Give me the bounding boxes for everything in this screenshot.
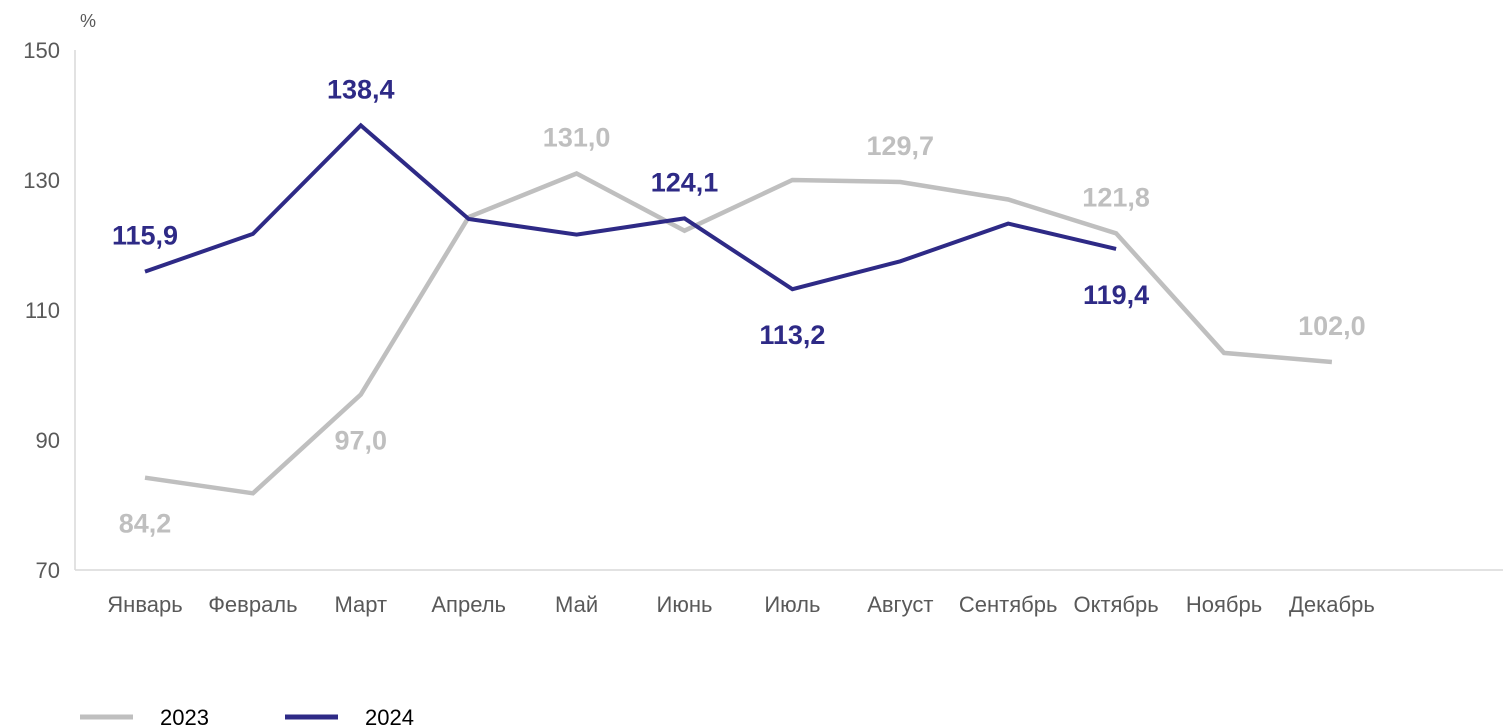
y-tick-label: 150 [23, 38, 60, 63]
data-label: 138,4 [327, 74, 395, 104]
data-label: 84,2 [119, 509, 172, 539]
x-tick-label: Октябрь [1073, 592, 1158, 617]
x-tick-label: Февраль [208, 592, 297, 617]
x-tick-label: Май [555, 592, 598, 617]
x-tick-label: Январь [107, 592, 182, 617]
y-tick-label: 70 [36, 558, 60, 583]
x-tick-label: Ноябрь [1186, 592, 1262, 617]
data-label: 124,1 [651, 167, 719, 197]
data-label: 129,7 [867, 131, 935, 161]
legend-label: 2023 [160, 705, 209, 727]
y-tick-label: 90 [36, 428, 60, 453]
x-tick-label: Декабрь [1289, 592, 1375, 617]
data-label: 121,8 [1082, 182, 1150, 212]
x-tick-label: Июнь [657, 592, 713, 617]
series-line-2023 [144, 171, 1333, 496]
series-lines [144, 122, 1333, 496]
data-label: 131,0 [543, 123, 611, 153]
y-tick-label: 110 [25, 298, 60, 323]
legend-label: 2024 [365, 705, 414, 727]
x-tick-label: Сентябрь [959, 592, 1058, 617]
data-labels: 84,2 97,0 131,0 129,7 121,8 102,0 115,9 138,4 12… [112, 74, 1366, 538]
data-label: 115,9 [112, 221, 178, 251]
series-line-2024 [144, 122, 1117, 292]
x-tick-label: Август [867, 592, 933, 617]
data-label: 102,0 [1298, 311, 1366, 341]
data-label: 119,4 [1083, 280, 1149, 310]
y-tick-labels: 70 90 110 130 150 [23, 38, 60, 583]
x-tick-label: Апрель [431, 592, 506, 617]
legend: 2023 2024 [80, 705, 414, 727]
x-tick-label: Июль [764, 592, 820, 617]
y-tick-label: 130 [23, 168, 60, 193]
x-tick-labels: Январь Февраль Март Апрель Май Июнь Июль Август… [107, 592, 1375, 617]
data-label: 97,0 [335, 426, 388, 456]
y-unit-label: % [80, 11, 96, 31]
data-label: 113,2 [759, 320, 825, 350]
x-tick-label: Март [334, 592, 387, 617]
